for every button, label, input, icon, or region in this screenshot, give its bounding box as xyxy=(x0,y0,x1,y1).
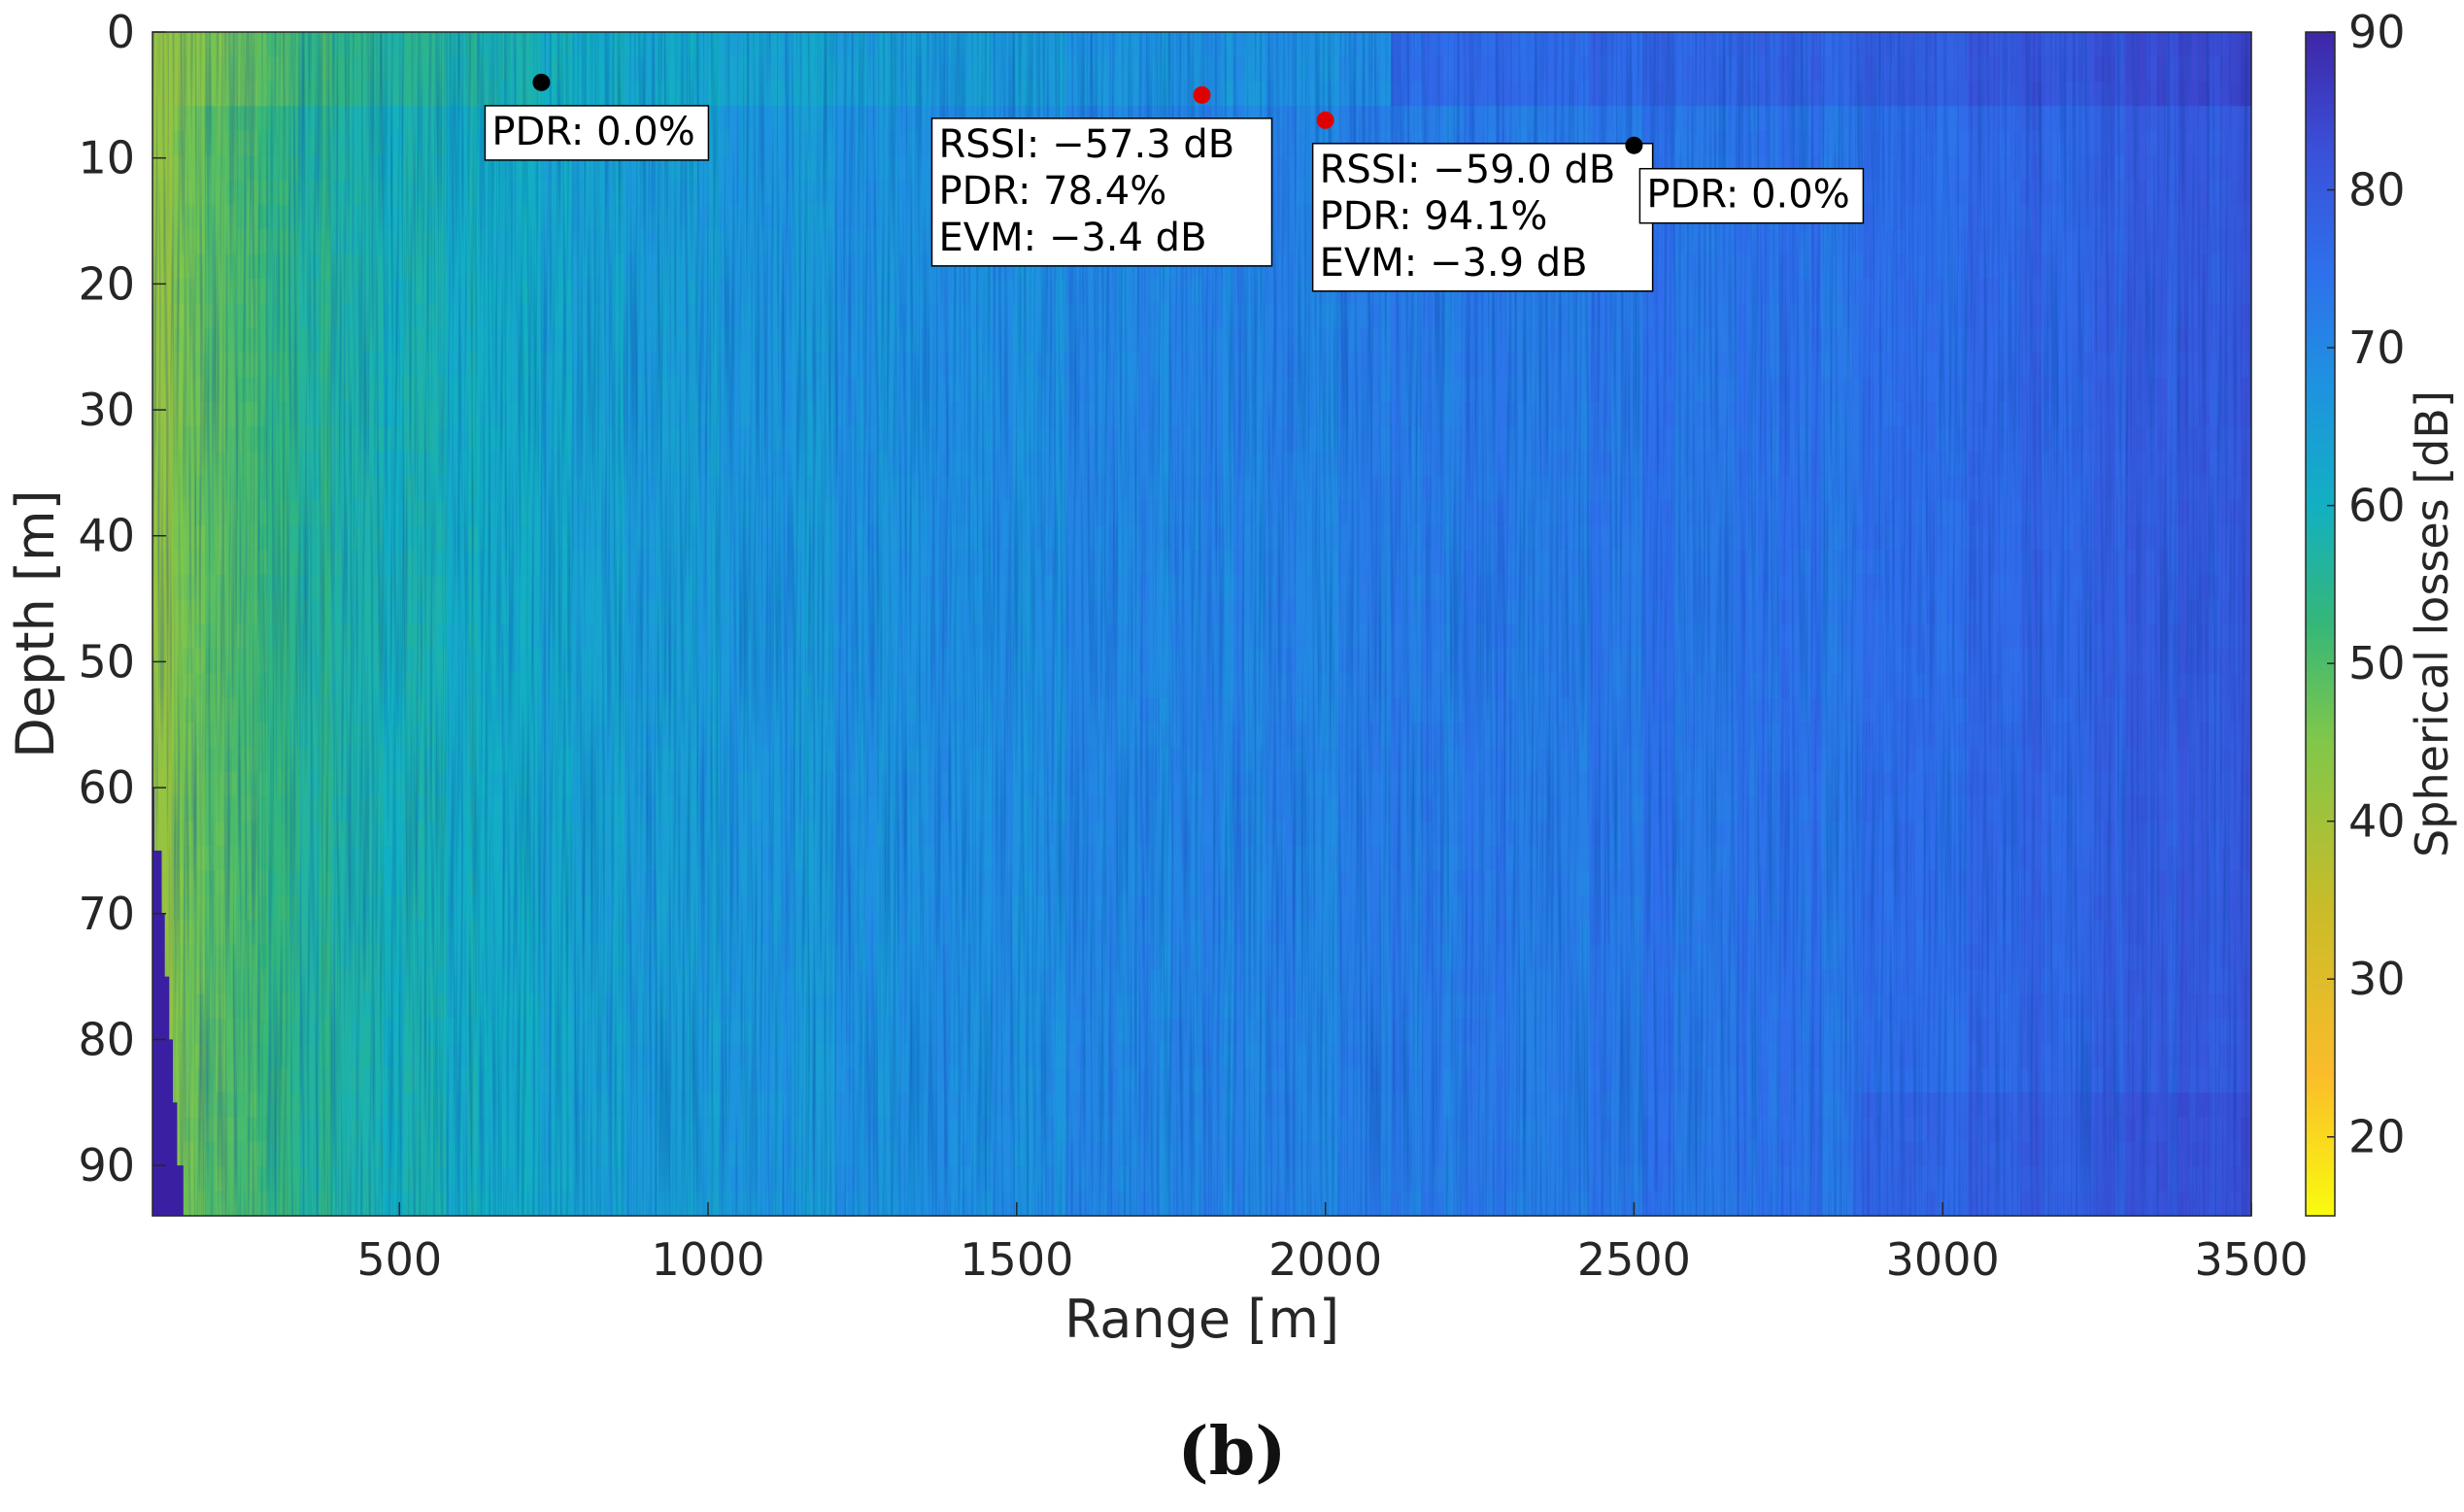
figure: 500 1000 1500 2000 2500 3000 3500 010203040506… xyxy=(5,6,2458,1350)
